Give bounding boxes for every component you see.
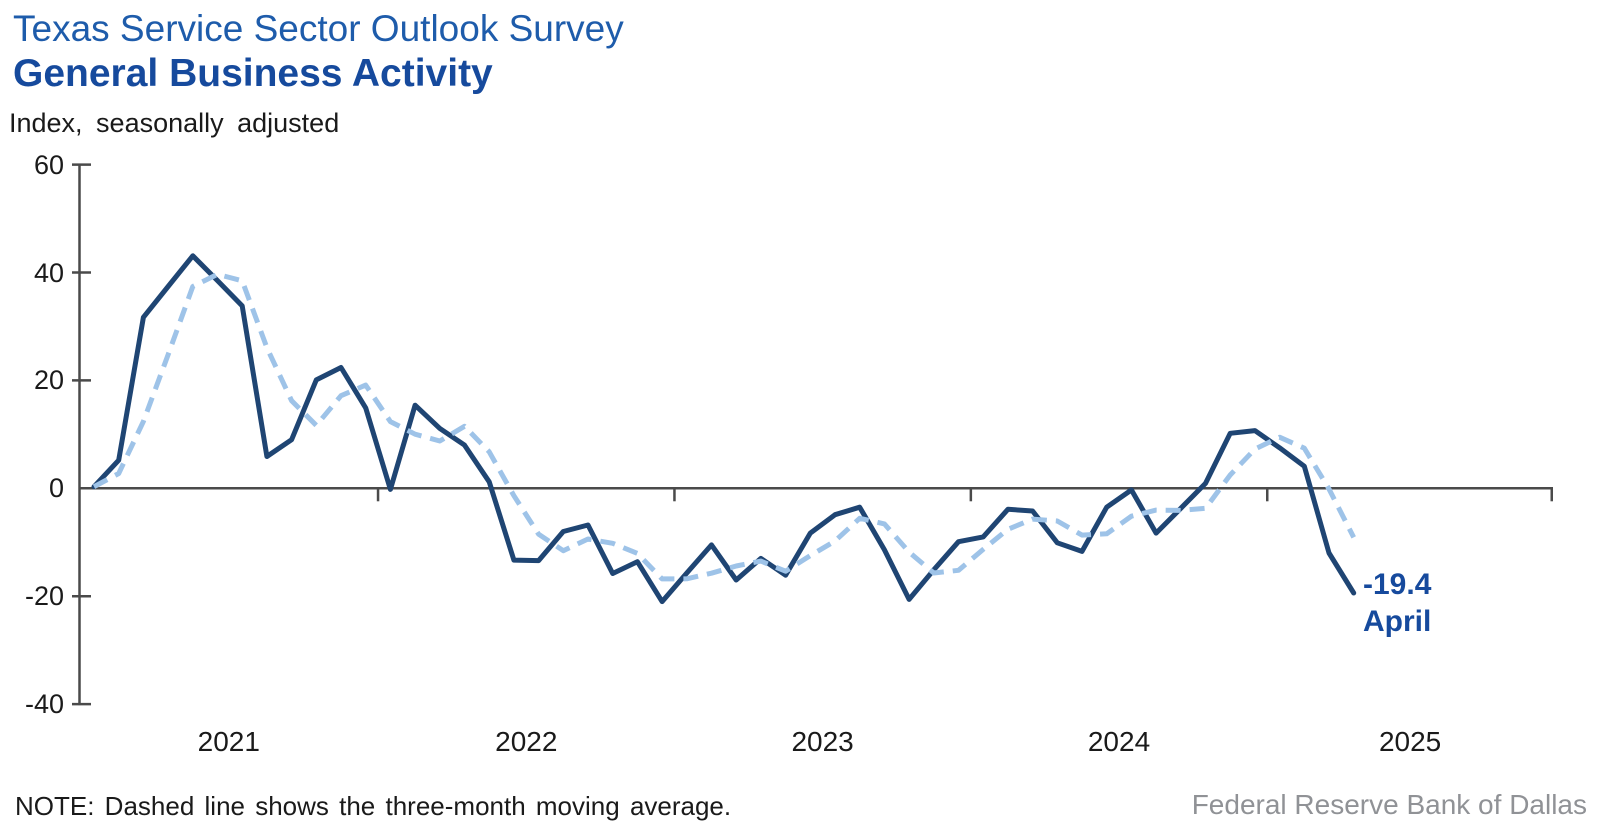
dashed-moving-average-line bbox=[92, 271, 1356, 582]
chart-title: Texas Service Sector Outlook Survey bbox=[13, 8, 624, 49]
x-axis-label: 2023 bbox=[791, 726, 854, 757]
x-axis-label: 2024 bbox=[1087, 726, 1151, 757]
source-label: Federal Reserve Bank of Dallas bbox=[1191, 789, 1587, 820]
y-axis-label: 0 bbox=[48, 473, 64, 504]
x-axis-label: 2025 bbox=[1378, 726, 1442, 757]
x-axis-label: 2022 bbox=[495, 726, 558, 757]
y-axis-label: 40 bbox=[33, 257, 64, 288]
y-axis-label: -20 bbox=[24, 581, 64, 612]
latest-value: -19.4 bbox=[1363, 568, 1432, 601]
y-axis-label: -40 bbox=[24, 689, 64, 720]
y-axis-label: 20 bbox=[33, 365, 64, 396]
footnote: NOTE: Dashed line shows the three-month … bbox=[15, 791, 732, 821]
latest-value-annotation: -19.4 April bbox=[1363, 566, 1431, 640]
x-axis-label: 2021 bbox=[197, 726, 260, 757]
axis-unit-label: Index, seasonally adjusted bbox=[9, 108, 340, 138]
latest-month: April bbox=[1363, 605, 1432, 638]
y-axis-label: 60 bbox=[33, 149, 64, 180]
solid-series-line bbox=[91, 253, 1357, 605]
chart-subtitle: General Business Activity bbox=[13, 52, 493, 95]
